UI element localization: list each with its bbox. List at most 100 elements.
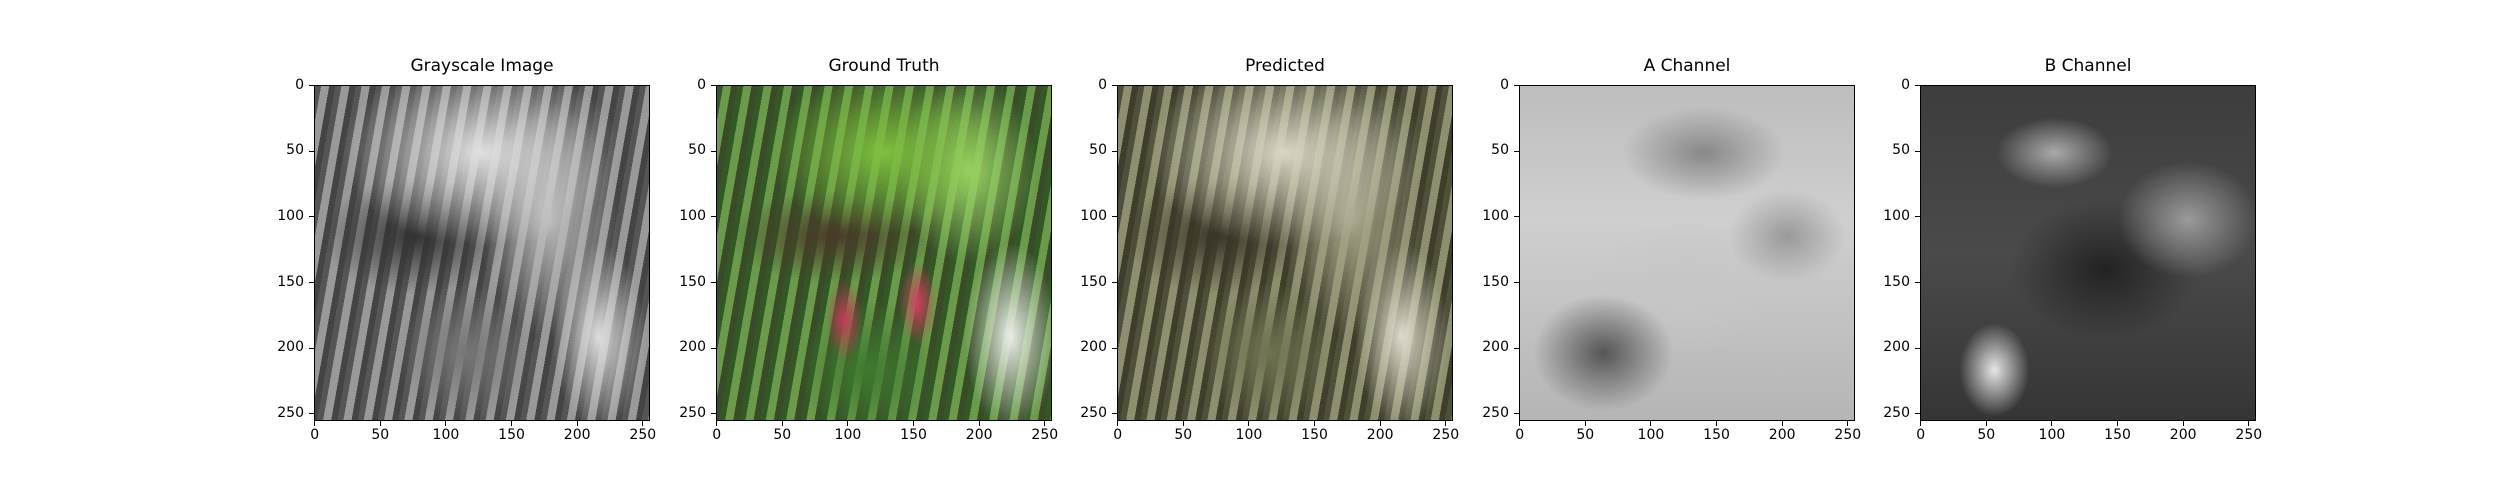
image-axes xyxy=(1920,85,2256,421)
subplot-panel: Grayscale Image 0 50 100 150 200 250 0 50 100 150 2… xyxy=(277,0,682,500)
y-tick-mark xyxy=(309,347,314,349)
x-tick-mark xyxy=(2117,421,2119,426)
x-tick-mark xyxy=(1379,421,1381,426)
x-tick-mark xyxy=(2051,421,2053,426)
x-tick-mark xyxy=(642,421,644,426)
y-tick-label: 150 xyxy=(1883,273,1910,290)
x-tick-mark xyxy=(379,421,381,426)
y-tick-mark xyxy=(711,347,716,349)
y-tick-label: 250 xyxy=(1883,404,1910,421)
x-tick-label: 150 xyxy=(1301,427,1328,443)
x-tick-label: 100 xyxy=(432,427,460,443)
x-tick-label: 200 xyxy=(1768,427,1796,443)
y-tick-mark xyxy=(711,282,716,284)
x-tick-label: 250 xyxy=(1834,427,1862,443)
x-tick-label: 200 xyxy=(2169,427,2197,443)
y-tick-label: 200 xyxy=(1482,339,1509,356)
x-tick-label: 100 xyxy=(834,427,862,443)
panel-image xyxy=(1118,86,1452,420)
x-tick-label: 0 xyxy=(310,427,320,443)
x-tick-mark xyxy=(1584,421,1586,426)
y-tick-label: 200 xyxy=(679,339,706,356)
x-tick-mark xyxy=(1182,421,1184,426)
x-tick-label: 50 xyxy=(371,427,390,443)
x-tick-label: 250 xyxy=(629,427,657,443)
x-tick-label: 150 xyxy=(2104,427,2131,443)
x-tick-mark xyxy=(1314,421,1316,426)
y-tick-mark xyxy=(1915,282,1920,284)
x-tick-label: 250 xyxy=(2235,427,2263,443)
y-tick-label: 100 xyxy=(679,207,706,224)
subplot-title: Predicted xyxy=(1245,56,1325,76)
y-tick-label: 0 xyxy=(295,76,304,93)
y-tick-label: 100 xyxy=(277,207,304,224)
x-tick-label: 150 xyxy=(498,427,525,443)
y-tick-label: 200 xyxy=(1080,339,1107,356)
y-tick-mark xyxy=(711,85,716,87)
y-tick-label: 250 xyxy=(1080,404,1107,421)
subplot-title: A Channel xyxy=(1643,56,1731,76)
subplot-panel: B Channel 0 50 100 150 200 250 0 50 100 150 200 250 xyxy=(1883,0,2288,500)
y-tick-mark xyxy=(1112,216,1117,218)
image-axes xyxy=(314,85,650,421)
y-tick-mark xyxy=(1514,413,1519,415)
x-tick-mark xyxy=(1248,421,1250,426)
x-tick-label: 0 xyxy=(712,427,722,443)
x-tick-label: 50 xyxy=(1977,427,1996,443)
y-tick-label: 0 xyxy=(1500,76,1509,93)
x-tick-label: 0 xyxy=(1916,427,1926,443)
y-tick-mark xyxy=(309,150,314,152)
x-tick-mark xyxy=(2182,421,2184,426)
y-tick-label: 0 xyxy=(1901,76,1910,93)
y-tick-label: 50 xyxy=(688,142,706,159)
panel-image xyxy=(717,86,1051,420)
subplot-title: B Channel xyxy=(2044,56,2132,76)
x-tick-mark xyxy=(978,421,980,426)
x-tick-mark xyxy=(2248,421,2250,426)
x-tick-mark xyxy=(1445,421,1447,426)
y-tick-mark xyxy=(1112,282,1117,284)
x-tick-mark xyxy=(576,421,578,426)
x-tick-mark xyxy=(1920,421,1922,426)
x-tick-mark xyxy=(1781,421,1783,426)
x-tick-mark xyxy=(847,421,849,426)
y-tick-mark xyxy=(711,216,716,218)
x-tick-mark xyxy=(314,421,316,426)
x-tick-mark xyxy=(1519,421,1521,426)
y-tick-label: 100 xyxy=(1482,207,1509,224)
y-tick-label: 250 xyxy=(679,404,706,421)
y-tick-mark xyxy=(1915,347,1920,349)
x-tick-label: 50 xyxy=(1576,427,1595,443)
y-tick-mark xyxy=(309,413,314,415)
y-tick-label: 50 xyxy=(1089,142,1107,159)
y-tick-mark xyxy=(1514,85,1519,87)
y-tick-label: 150 xyxy=(277,273,304,290)
subplot-panel: A Channel 0 50 100 150 200 250 0 50 100 150 200 250 xyxy=(1482,0,1887,500)
y-tick-mark xyxy=(1915,85,1920,87)
y-tick-mark xyxy=(1514,347,1519,349)
x-tick-mark xyxy=(1847,421,1849,426)
x-tick-mark xyxy=(511,421,513,426)
panel-image xyxy=(315,86,649,420)
subplot-panel: Ground Truth 0 50 100 150 200 250 0 50 100 150 200 2… xyxy=(679,0,1084,500)
y-tick-mark xyxy=(711,413,716,415)
y-tick-label: 200 xyxy=(1883,339,1910,356)
x-tick-label: 250 xyxy=(1031,427,1059,443)
image-axes xyxy=(1117,85,1453,421)
panel-image xyxy=(1921,86,2255,420)
y-tick-mark xyxy=(1112,150,1117,152)
x-tick-mark xyxy=(913,421,915,426)
y-tick-mark xyxy=(1514,282,1519,284)
panel-image xyxy=(1520,86,1854,420)
y-tick-mark xyxy=(309,216,314,218)
y-tick-label: 150 xyxy=(1482,273,1509,290)
y-tick-label: 50 xyxy=(1491,142,1509,159)
subplot-title: Ground Truth xyxy=(828,56,940,76)
x-tick-label: 250 xyxy=(1432,427,1460,443)
y-tick-mark xyxy=(1112,413,1117,415)
y-tick-label: 100 xyxy=(1883,207,1910,224)
y-tick-mark xyxy=(309,85,314,87)
x-tick-label: 100 xyxy=(1235,427,1263,443)
subplot-panel: Predicted 0 50 100 150 200 250 0 50 100 150 200 250 xyxy=(1080,0,1485,500)
y-tick-mark xyxy=(1915,150,1920,152)
